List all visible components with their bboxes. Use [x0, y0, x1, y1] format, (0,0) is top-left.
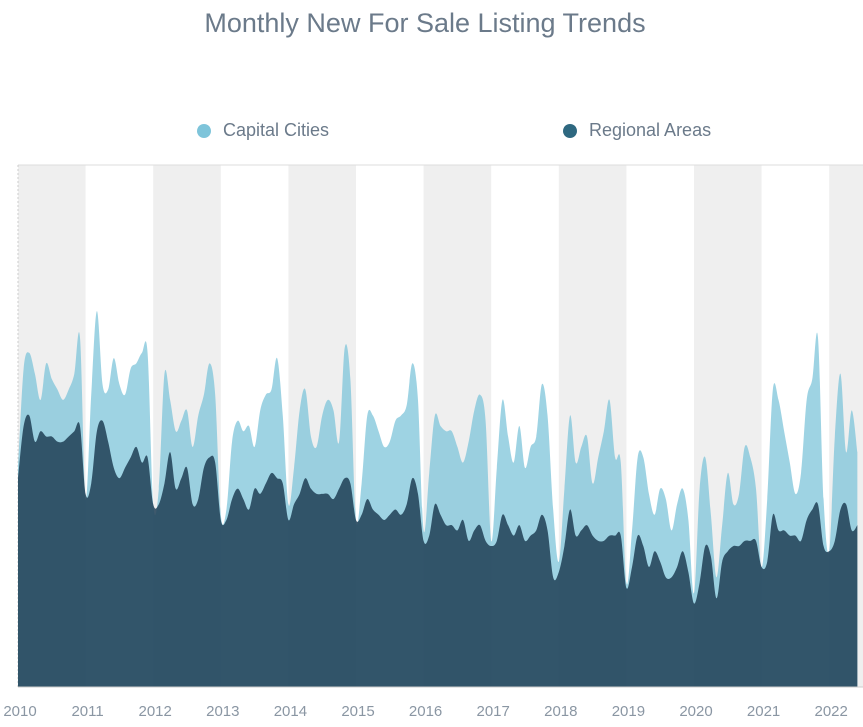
x-tick-label: 2018	[544, 703, 577, 720]
legend-item-capital-cities[interactable]: Capital Cities	[197, 120, 329, 141]
legend-item-regional-areas[interactable]: Regional Areas	[563, 120, 711, 141]
x-tick-label: 2020	[679, 703, 712, 720]
x-tick-label: 2015	[341, 703, 374, 720]
capital-cities-legend-dot-icon	[197, 123, 211, 138]
legend-label-regional-areas: Regional Areas	[589, 120, 712, 140]
regional-areas-legend-dot-icon	[563, 123, 577, 138]
x-tick-label: 2019	[612, 703, 645, 720]
x-tick-label: 2011	[71, 703, 103, 720]
chart-title: Monthly New For Sale Listing Trends	[204, 8, 646, 38]
legend-label-capital-cities: Capital Cities	[223, 120, 330, 140]
x-tick-label: 2014	[274, 703, 307, 720]
x-tick-label: 2022	[815, 703, 848, 720]
x-tick-label: 2013	[206, 703, 239, 720]
x-tick-label: 2010	[3, 703, 36, 720]
series-area-regional-areas	[18, 414, 858, 687]
x-tick-label: 2021	[747, 703, 780, 720]
x-tick-label: 2016	[409, 703, 442, 720]
x-tick-label: 2017	[477, 703, 510, 720]
x-tick-label: 2012	[139, 703, 172, 720]
